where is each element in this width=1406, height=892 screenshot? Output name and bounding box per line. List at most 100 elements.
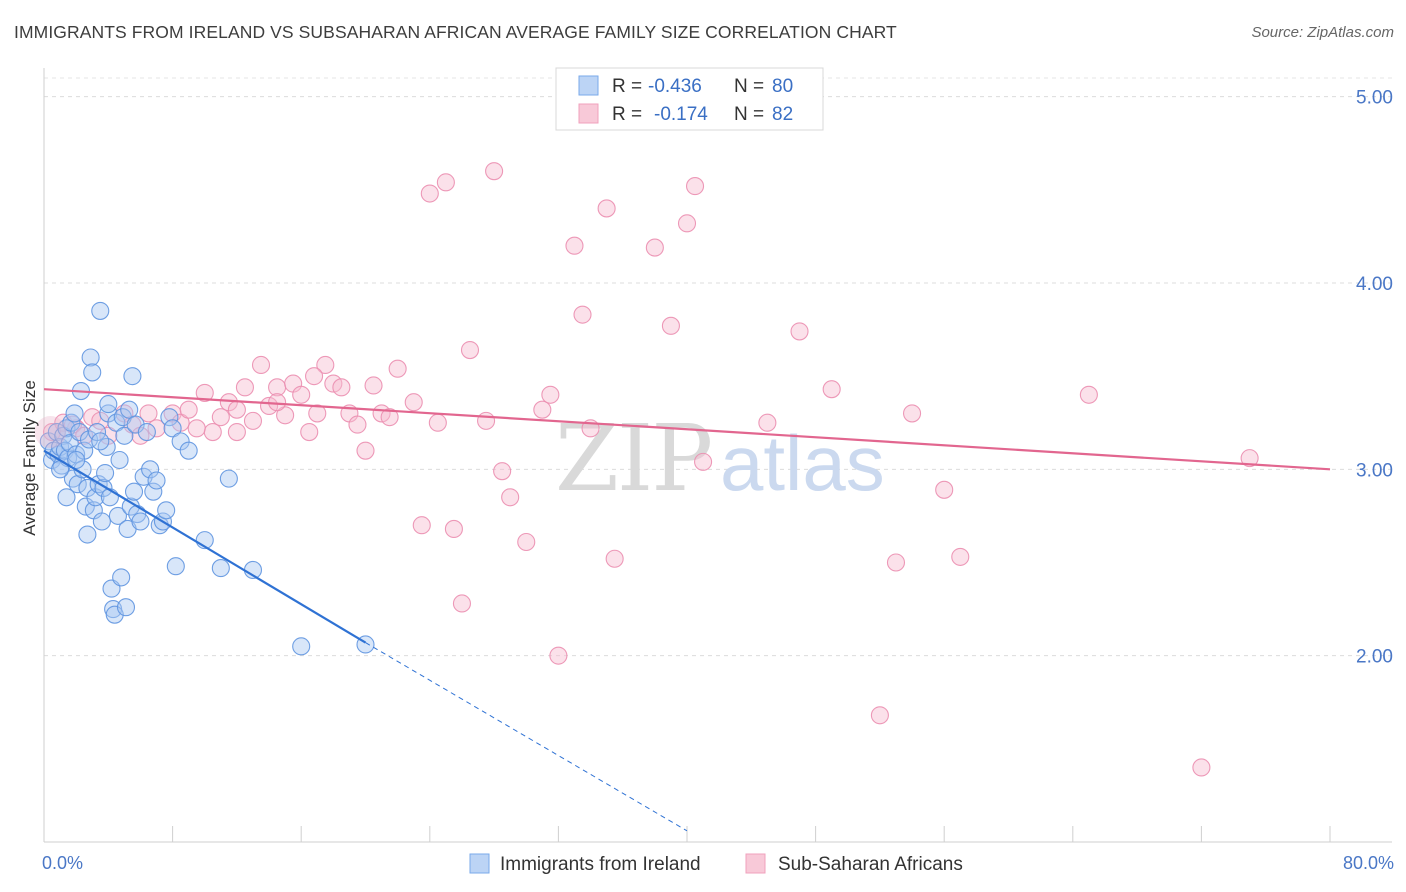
scatter-point <box>444 519 463 538</box>
scatter-point <box>645 238 664 257</box>
scatter-point <box>356 441 375 460</box>
y-tick-label: 3.00 <box>1356 460 1393 481</box>
scatter-point <box>1079 385 1098 404</box>
y-tick-label: 4.00 <box>1356 274 1393 295</box>
scatter-point <box>251 355 271 375</box>
legend-box: R = -0.436 N = 80 R = -0.174 N = 82 <box>555 67 824 131</box>
legend-n-value-ireland: 80 <box>772 76 793 97</box>
scatter-point <box>300 422 319 442</box>
scatter-point <box>573 305 592 324</box>
legend-r-label-subsaharan: R = <box>612 104 642 125</box>
chart-source: Source: ZipAtlas.com <box>1251 24 1394 41</box>
bottom-legend-swatch-ireland <box>469 853 490 874</box>
scatter-point <box>92 512 111 531</box>
scatter-point <box>870 706 889 725</box>
scatter-point <box>91 432 110 451</box>
legend-swatch-ireland <box>578 75 599 96</box>
scatter-point <box>1192 758 1211 777</box>
scatter-point <box>57 488 76 507</box>
scatter-point <box>886 553 906 572</box>
scatter-point <box>187 419 206 438</box>
y-tick-label: 2.00 <box>1356 647 1393 668</box>
scatter-point-cluster <box>34 416 67 449</box>
watermark-zip: ZIP <box>555 405 711 512</box>
scatter-point <box>141 460 160 479</box>
scatter-point <box>305 367 324 386</box>
trend-line-subsaharan <box>43 388 1331 471</box>
scatter-point <box>70 422 89 442</box>
scatter-point <box>137 422 156 442</box>
scatter-point <box>100 488 119 507</box>
scatter-point <box>91 301 110 320</box>
scatter-point <box>493 462 512 481</box>
scatter-point <box>235 378 254 397</box>
scatter-point <box>67 450 86 470</box>
scatter-point <box>131 512 150 531</box>
trend-line-ireland <box>43 449 367 644</box>
y-tick-label: 5.00 <box>1356 88 1393 109</box>
scatter-point <box>195 383 214 402</box>
scatter-point <box>179 441 198 460</box>
scatter-point <box>404 393 423 412</box>
bottom-legend-swatch-subsaharan <box>745 853 766 874</box>
scatter-point <box>292 385 311 404</box>
scatter-point <box>501 488 520 507</box>
scatter-point <box>243 411 263 430</box>
chart-title: IMMIGRANTS FROM IRELAND VS SUBSAHARAN AF… <box>14 22 897 42</box>
scatter-point <box>227 422 246 442</box>
scatter-point <box>477 411 496 430</box>
scatter-point <box>661 316 680 335</box>
y-axis-title: Average Family Size <box>20 380 39 536</box>
x-tick-label-max: 80.0% <box>1343 853 1394 873</box>
bottom-legend: Immigrants from Ireland Sub-Saharan Afri… <box>469 853 963 875</box>
scatter-point <box>179 400 198 419</box>
scatter-point <box>115 426 134 445</box>
scatter-point <box>147 471 166 490</box>
scatter-point <box>1240 449 1259 468</box>
bottom-legend-label-ireland: Immigrants from Ireland <box>500 854 701 875</box>
scatter-point <box>758 413 777 432</box>
x-tick-label-min: 0.0% <box>42 853 83 873</box>
scatter-point <box>935 480 954 499</box>
scatter-point <box>65 404 84 423</box>
scatter-point <box>790 322 809 341</box>
scatter-point <box>120 400 139 419</box>
legend-r-label-ireland: R = <box>612 76 642 97</box>
scatter-point <box>533 400 552 419</box>
scatter-point <box>694 452 713 471</box>
scatter-point <box>549 646 568 665</box>
scatter-point <box>485 162 504 181</box>
scatter-point <box>517 532 536 552</box>
scatter-point <box>276 406 295 425</box>
scatter-point <box>541 385 560 404</box>
scatter-point <box>380 408 399 427</box>
scatter-point <box>460 341 480 360</box>
scatter-point <box>123 367 142 386</box>
scatter-point <box>677 214 697 233</box>
legend-n-label-subsaharan: N = <box>734 104 764 125</box>
trend-line-ireland-extension <box>365 642 688 832</box>
scatter-point <box>822 380 841 399</box>
scatter-point <box>452 594 472 613</box>
scatter-point <box>565 236 584 255</box>
scatter-point <box>157 501 176 520</box>
scatter-point <box>332 378 351 397</box>
scatter-point <box>348 415 367 434</box>
scatter-point <box>211 559 230 578</box>
scatter-point <box>110 450 129 470</box>
scatter-point <box>685 177 705 196</box>
scatter-point <box>412 516 431 535</box>
scatter-point <box>124 482 144 501</box>
scatter-point <box>163 419 182 438</box>
scatter-point <box>108 506 127 525</box>
scatter-point <box>364 376 383 395</box>
series-ireland <box>34 301 375 656</box>
scatter-point <box>605 549 624 568</box>
trend-lines <box>43 388 1331 832</box>
scatter-point <box>428 413 447 432</box>
legend-r-value-subsaharan: -0.174 <box>654 104 708 125</box>
scatter-point <box>436 173 455 192</box>
scatter-point <box>116 598 136 617</box>
scatter-point <box>388 359 407 378</box>
scatter-point <box>112 568 131 587</box>
